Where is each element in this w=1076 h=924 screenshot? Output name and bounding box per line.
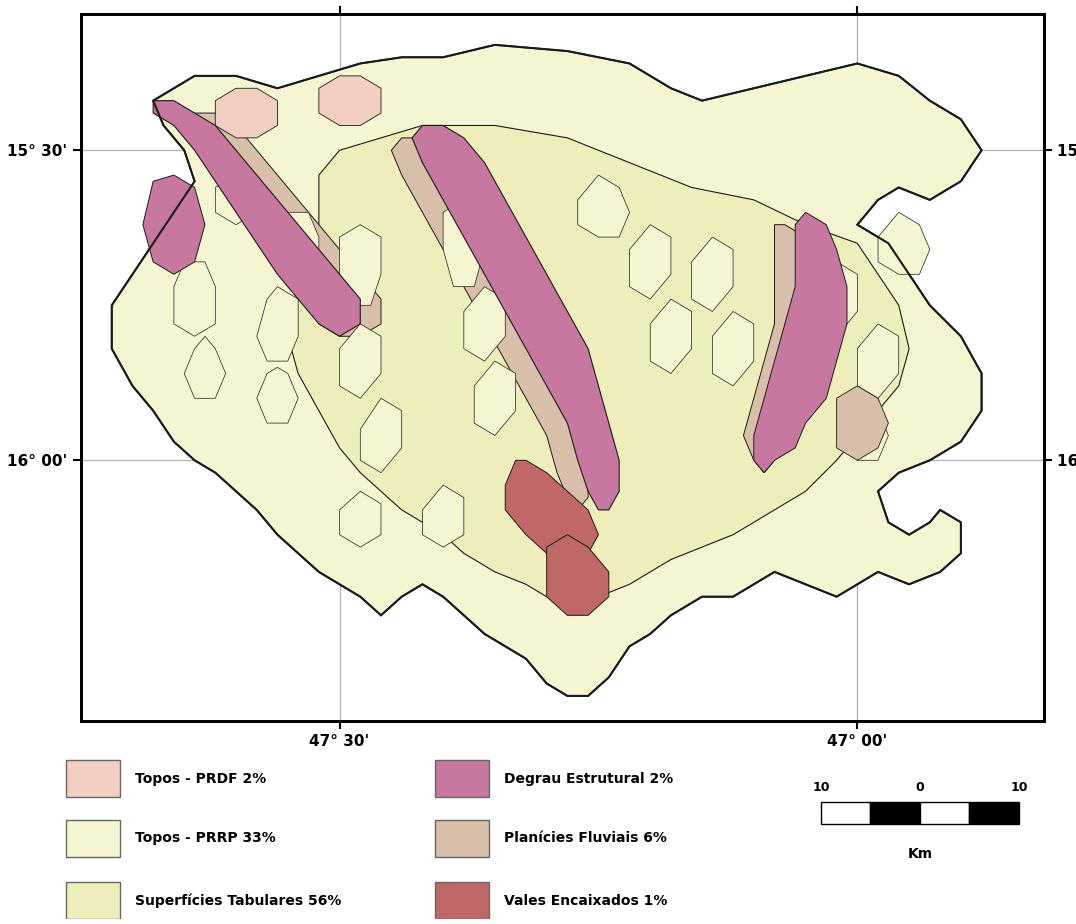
FancyBboxPatch shape <box>435 820 489 857</box>
FancyBboxPatch shape <box>435 760 489 797</box>
Text: 10: 10 <box>812 781 830 794</box>
Polygon shape <box>629 225 671 299</box>
Polygon shape <box>278 213 318 286</box>
Polygon shape <box>878 213 930 274</box>
Text: Topos - PRRP 33%: Topos - PRRP 33% <box>134 831 275 845</box>
Polygon shape <box>423 485 464 547</box>
Polygon shape <box>360 398 401 473</box>
Text: 0: 0 <box>916 781 924 794</box>
Polygon shape <box>257 367 298 423</box>
Polygon shape <box>318 76 381 126</box>
Polygon shape <box>195 113 381 336</box>
Text: Topos - PRDF 2%: Topos - PRDF 2% <box>134 772 266 786</box>
Polygon shape <box>506 460 598 565</box>
FancyBboxPatch shape <box>66 820 119 857</box>
Text: Vales Encaixados 1%: Vales Encaixados 1% <box>504 894 667 908</box>
Polygon shape <box>744 225 826 473</box>
Polygon shape <box>712 311 754 386</box>
Bar <box>870 802 920 824</box>
Bar <box>821 802 870 824</box>
Polygon shape <box>650 299 692 373</box>
Text: Degrau Estrutural 2%: Degrau Estrutural 2% <box>504 772 674 786</box>
Polygon shape <box>215 89 278 138</box>
Polygon shape <box>340 324 381 398</box>
Text: Km: Km <box>907 847 933 861</box>
Polygon shape <box>340 492 381 547</box>
Text: Planícies Fluviais 6%: Planícies Fluviais 6% <box>504 831 667 845</box>
Polygon shape <box>174 261 215 336</box>
Polygon shape <box>475 361 515 435</box>
Polygon shape <box>858 324 898 398</box>
Polygon shape <box>412 126 619 510</box>
Polygon shape <box>340 225 381 305</box>
Text: Superfícies Tabulares 56%: Superfícies Tabulares 56% <box>134 894 341 908</box>
Polygon shape <box>578 175 629 237</box>
Polygon shape <box>112 45 981 696</box>
Polygon shape <box>464 286 506 361</box>
FancyBboxPatch shape <box>66 760 119 797</box>
Polygon shape <box>184 336 226 398</box>
FancyBboxPatch shape <box>66 882 119 919</box>
Polygon shape <box>443 200 484 286</box>
Polygon shape <box>392 138 589 510</box>
Polygon shape <box>143 175 204 274</box>
Text: 10: 10 <box>1010 781 1028 794</box>
Polygon shape <box>754 213 847 473</box>
Polygon shape <box>847 398 889 460</box>
Polygon shape <box>837 386 889 460</box>
Polygon shape <box>547 535 609 615</box>
Polygon shape <box>257 286 298 361</box>
FancyBboxPatch shape <box>435 882 489 919</box>
Polygon shape <box>692 237 733 311</box>
Polygon shape <box>153 101 360 336</box>
Polygon shape <box>287 126 909 609</box>
Bar <box>969 802 1019 824</box>
Polygon shape <box>215 175 257 225</box>
Polygon shape <box>816 261 858 336</box>
Bar <box>920 802 969 824</box>
